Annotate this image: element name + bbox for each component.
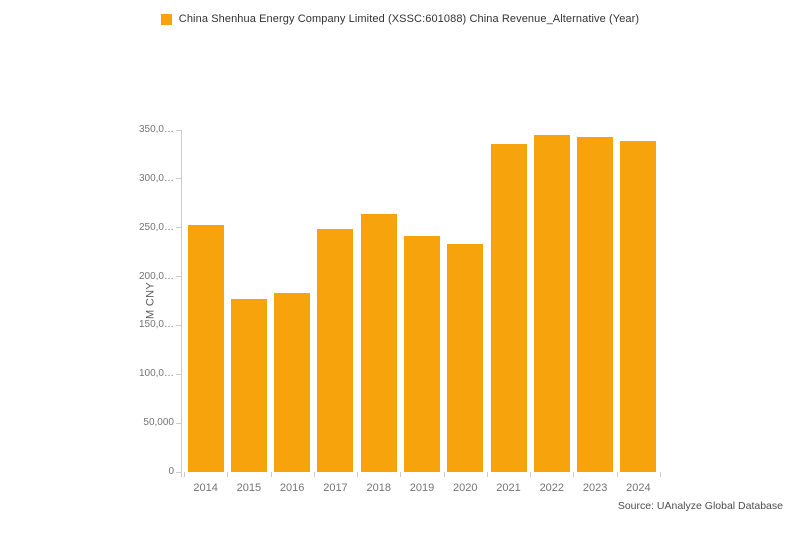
x-axis-label-2020: 2020 [453,482,478,494]
legend-item[interactable]: China Shenhua Energy Company Limited (XS… [160,13,640,25]
x-axis-label-2022: 2022 [539,482,565,494]
x-axis-tick [660,472,661,477]
y-axis-tick-label: 50,000 [143,417,174,429]
x-axis-tick [227,472,229,477]
y-axis-tick [176,227,181,229]
x-axis-label-2019: 2019 [409,482,435,494]
x-axis-label-2023: 2023 [582,482,608,494]
bar-2019[interactable] [404,235,440,472]
y-axis-tick [176,471,181,473]
x-axis-tick [357,472,359,477]
y-axis-tick-label: 300,0… [138,172,174,184]
y-axis-tick [176,276,181,278]
bar-2018[interactable] [360,213,397,472]
bar-2014[interactable] [187,224,224,472]
y-axis-tick [176,422,181,424]
x-axis-tick [573,472,575,477]
x-axis-tick [313,472,315,477]
legend-swatch-icon [160,13,172,25]
x-axis-tick [530,472,532,477]
x-axis-label-2016: 2016 [279,482,305,494]
source-text: Source: UAnalyze Global Database [617,500,783,512]
bar-2021[interactable] [490,144,527,472]
bar-2023[interactable] [577,136,614,472]
y-axis-tick-label: 100,0… [138,368,174,380]
y-axis-tick [176,129,181,131]
x-axis-label-2015: 2015 [236,482,262,494]
bar-2015[interactable] [230,299,267,472]
y-axis-tick-label: 150,0… [138,319,174,331]
x-axis-tick [443,472,445,477]
bar-2022[interactable] [533,135,570,472]
y-axis-title: M CNY [144,282,157,319]
y-axis-tick [176,324,181,326]
x-axis-label-2018: 2018 [366,482,391,494]
y-axis-tick [176,178,181,180]
bar-2017[interactable] [317,228,354,472]
x-axis-label-2017: 2017 [323,482,348,494]
x-axis-tick [486,472,488,477]
y-axis-tick-label: 200,0… [138,270,174,282]
x-axis-tick [616,472,618,477]
y-axis-tick-label: 0 [168,466,174,477]
x-axis-label-2014: 2014 [193,482,218,494]
legend-label: China Shenhua Energy Company Limited (XS… [178,13,640,25]
x-axis-label-2021: 2021 [496,482,521,494]
legend: China Shenhua Energy Company Limited (XS… [0,13,800,25]
y-axis-tick [176,373,181,375]
x-axis-tick [400,472,402,477]
x-axis-tick [270,472,272,477]
y-axis-line [181,130,182,477]
y-axis-tick-label: 350,0… [138,124,174,135]
bar-2016[interactable] [274,293,311,472]
y-axis-tick-label: 250,0… [138,221,174,233]
x-axis-tick [184,472,185,477]
bar-2024[interactable] [620,140,657,472]
bar-2020[interactable] [447,244,484,472]
x-axis-label-2024: 2024 [626,482,651,494]
